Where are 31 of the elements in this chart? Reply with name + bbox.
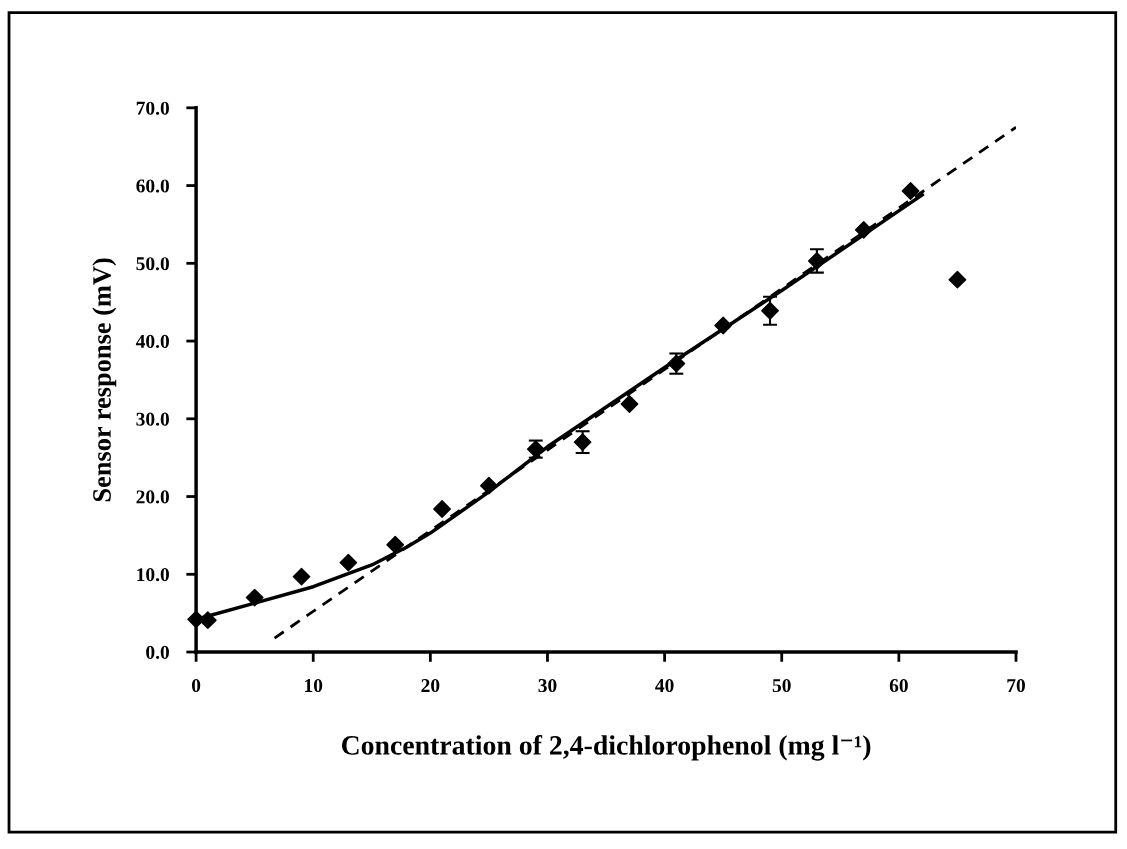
point	[761, 301, 779, 320]
x-tick-label: 70	[1007, 678, 1025, 693]
x-tick-label: 40	[655, 678, 674, 693]
point	[292, 567, 311, 586]
x-tick-label: 30	[538, 678, 557, 693]
x-tick-label: 10	[305, 678, 323, 693]
x-tick-label: 50	[772, 678, 791, 693]
y-tick-label: 70.0	[136, 101, 169, 115]
x-tick-label: 20	[421, 678, 440, 693]
point	[339, 553, 358, 572]
y-tick-label: 0.0	[146, 645, 169, 660]
point	[386, 535, 405, 554]
x-tick-label: 0	[191, 678, 201, 693]
x-tick-label: 60	[889, 678, 908, 693]
y-tick-label: 60.0	[136, 179, 169, 193]
y-tick-label: 50.0	[136, 257, 169, 271]
point	[620, 395, 639, 413]
point	[807, 252, 826, 270]
y-tick-label: 10.0	[137, 568, 169, 582]
point	[433, 500, 451, 518]
y-axis-title: Sensor response (mV)	[92, 258, 117, 502]
point	[948, 270, 967, 289]
y-tick-label: 40.0	[135, 334, 169, 349]
point	[480, 476, 498, 495]
point	[901, 182, 920, 200]
point	[245, 588, 264, 607]
point	[714, 316, 733, 335]
y-tick-label: 30.0	[136, 412, 169, 426]
point	[854, 220, 873, 239]
x-axis-title: Concentration of 2,4-dichlorophenol (mg l⁻¹)	[341, 734, 871, 761]
y-tick-label: 20.0	[136, 490, 169, 504]
